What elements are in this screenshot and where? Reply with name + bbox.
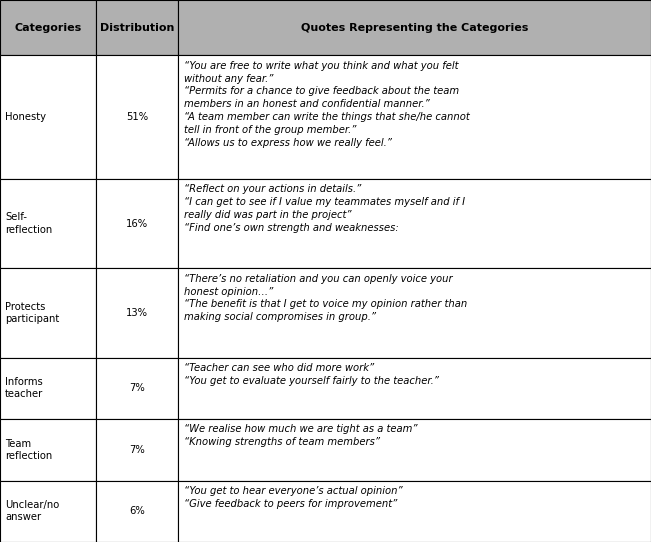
Text: Self-
reflection: Self- reflection xyxy=(5,212,53,235)
Text: Honesty: Honesty xyxy=(5,112,46,122)
Bar xyxy=(96,268,178,358)
Bar xyxy=(96,358,178,419)
Text: 51%: 51% xyxy=(126,112,148,122)
Text: 13%: 13% xyxy=(126,308,148,318)
Bar xyxy=(0,358,96,419)
Bar xyxy=(96,179,178,268)
Bar xyxy=(0,55,96,179)
Bar xyxy=(178,0,651,55)
Bar xyxy=(178,55,651,179)
Bar xyxy=(178,179,651,268)
Bar xyxy=(96,419,178,481)
Text: Protects
participant: Protects participant xyxy=(5,302,59,324)
Text: “Teacher can see who did more work”
“You get to evaluate yourself fairly to the : “Teacher can see who did more work” “You… xyxy=(184,363,439,386)
Text: Categories: Categories xyxy=(14,23,82,33)
Text: 16%: 16% xyxy=(126,218,148,229)
Bar xyxy=(0,0,96,55)
Text: “You get to hear everyone’s actual opinion”
“Give feedback to peers for improvem: “You get to hear everyone’s actual opini… xyxy=(184,486,402,509)
Text: Distribution: Distribution xyxy=(100,23,174,33)
Bar xyxy=(96,481,178,542)
Text: Unclear/no
answer: Unclear/no answer xyxy=(5,500,59,522)
Bar xyxy=(96,0,178,55)
Text: 6%: 6% xyxy=(130,506,145,516)
Text: Informs
teacher: Informs teacher xyxy=(5,377,44,399)
Bar xyxy=(0,268,96,358)
Bar xyxy=(96,55,178,179)
Bar xyxy=(178,419,651,481)
Bar xyxy=(178,268,651,358)
Bar xyxy=(0,419,96,481)
Text: “You are free to write what you think and what you felt
without any fear.”
“Perm: “You are free to write what you think an… xyxy=(184,61,469,147)
Text: 7%: 7% xyxy=(130,445,145,455)
Text: “There’s no retaliation and you can openly voice your
honest opinion…”
“The bene: “There’s no retaliation and you can open… xyxy=(184,274,467,322)
Bar xyxy=(178,481,651,542)
Text: 7%: 7% xyxy=(130,383,145,393)
Bar xyxy=(0,481,96,542)
Bar xyxy=(0,179,96,268)
Text: Quotes Representing the Categories: Quotes Representing the Categories xyxy=(301,23,529,33)
Text: Team
reflection: Team reflection xyxy=(5,438,53,461)
Text: “We realise how much we are tight as a team”
“Knowing strengths of team members”: “We realise how much we are tight as a t… xyxy=(184,424,417,447)
Text: “Reflect on your actions in details.”
“I can get to see if I value my teammates : “Reflect on your actions in details.” “I… xyxy=(184,184,465,233)
Bar xyxy=(178,358,651,419)
